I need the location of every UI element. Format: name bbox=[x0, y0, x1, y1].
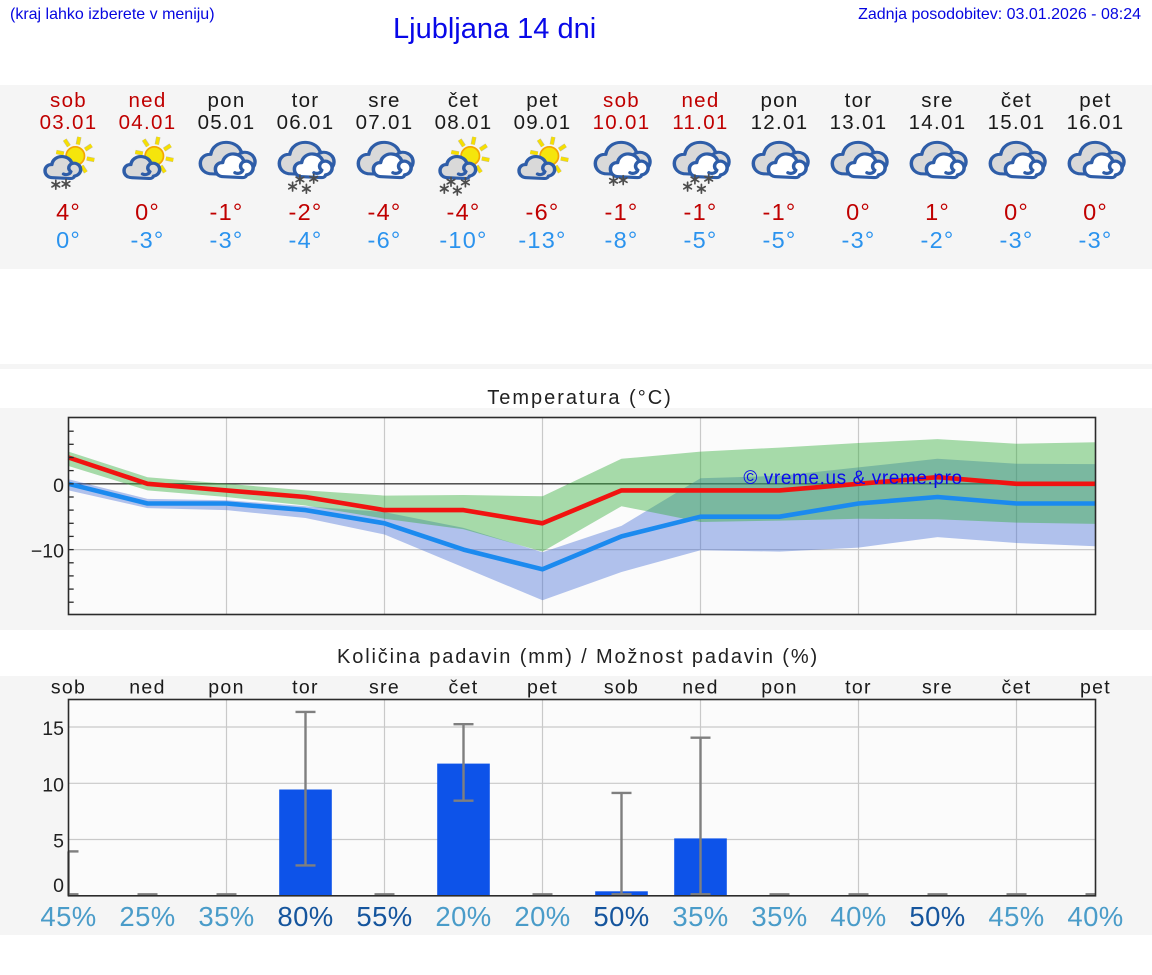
svg-text:10: 10 bbox=[42, 774, 64, 796]
svg-text:50%: 50% bbox=[593, 901, 649, 932]
svg-text:pon: pon bbox=[761, 677, 797, 699]
svg-text:0: 0 bbox=[53, 475, 64, 497]
svg-text:tor: tor bbox=[845, 677, 872, 699]
svg-text:čet: čet bbox=[1002, 677, 1032, 699]
svg-text:20%: 20% bbox=[514, 901, 570, 932]
svg-text:55%: 55% bbox=[356, 901, 412, 932]
svg-text:15: 15 bbox=[42, 718, 64, 740]
svg-text:45%: 45% bbox=[40, 901, 96, 932]
svg-text:ned: ned bbox=[682, 677, 718, 699]
svg-text:© vreme.us & vreme.pro: © vreme.us & vreme.pro bbox=[743, 468, 962, 489]
svg-text:40%: 40% bbox=[1067, 901, 1123, 932]
svg-text:40%: 40% bbox=[830, 901, 886, 932]
svg-text:sre: sre bbox=[369, 677, 400, 699]
svg-text:0: 0 bbox=[53, 875, 64, 897]
svg-text:tor: tor bbox=[292, 677, 319, 699]
svg-text:pet: pet bbox=[527, 677, 558, 699]
svg-text:sre: sre bbox=[922, 677, 953, 699]
svg-text:50%: 50% bbox=[909, 901, 965, 932]
svg-text:sob: sob bbox=[51, 677, 86, 699]
svg-text:45%: 45% bbox=[988, 901, 1044, 932]
svg-text:35%: 35% bbox=[672, 901, 728, 932]
svg-text:čet: čet bbox=[449, 677, 479, 699]
svg-text:sob: sob bbox=[604, 677, 639, 699]
svg-text:5: 5 bbox=[53, 831, 64, 853]
svg-text:ned: ned bbox=[129, 677, 165, 699]
svg-text:20%: 20% bbox=[435, 901, 491, 932]
svg-text:80%: 80% bbox=[277, 901, 333, 932]
svg-text:pon: pon bbox=[208, 677, 244, 699]
svg-text:35%: 35% bbox=[751, 901, 807, 932]
svg-text:pet: pet bbox=[1080, 677, 1111, 699]
svg-text:−10: −10 bbox=[31, 541, 64, 563]
svg-text:35%: 35% bbox=[198, 901, 254, 932]
svg-text:25%: 25% bbox=[119, 901, 175, 932]
